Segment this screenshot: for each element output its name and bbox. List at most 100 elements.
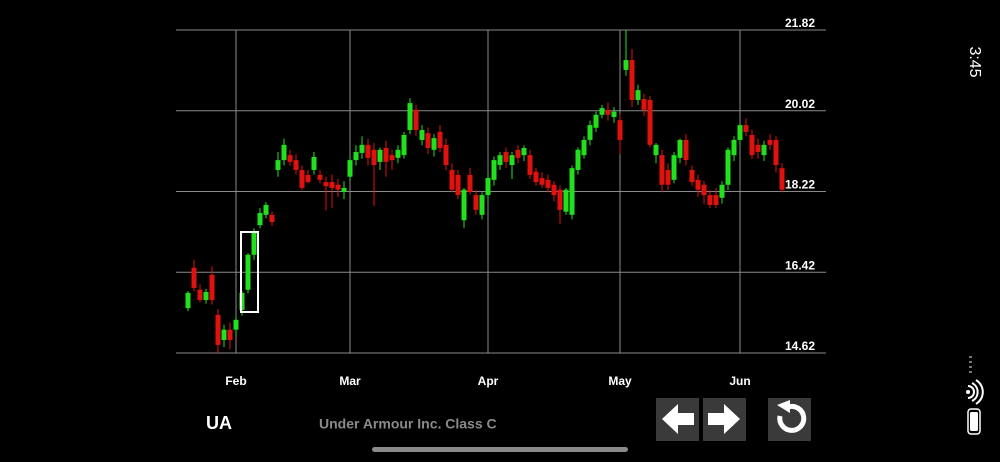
candle-body xyxy=(719,184,725,198)
candle-body xyxy=(695,179,701,190)
candle-body xyxy=(701,184,707,196)
status-icons xyxy=(966,356,984,435)
candle-body xyxy=(203,291,209,301)
candle-body xyxy=(473,195,479,210)
forward-button[interactable] xyxy=(703,398,746,441)
back-button[interactable] xyxy=(656,398,699,441)
candle-body xyxy=(545,179,551,188)
candle-body xyxy=(425,133,431,148)
candle-body xyxy=(533,171,539,183)
candle-body xyxy=(197,289,203,301)
candle-body xyxy=(275,160,281,170)
candle-body xyxy=(731,139,737,156)
candle-body xyxy=(185,292,191,309)
x-tick-label: Apr xyxy=(478,374,499,388)
candle-body xyxy=(569,168,575,215)
candle-body xyxy=(671,155,677,180)
candle-body xyxy=(497,155,503,166)
candle-body xyxy=(245,254,251,290)
candle-body xyxy=(599,108,605,115)
candle-body xyxy=(761,144,767,156)
candle-body xyxy=(335,184,341,190)
candle-body xyxy=(539,178,545,185)
candle-body xyxy=(257,213,263,226)
candle-body xyxy=(383,147,389,162)
selection-box[interactable] xyxy=(240,231,259,313)
candle-body xyxy=(341,187,347,192)
candle-body xyxy=(551,184,557,196)
candle-body xyxy=(713,195,719,205)
candle-body xyxy=(587,125,593,140)
candle-body xyxy=(689,169,695,183)
candle-body xyxy=(503,152,509,162)
candle-body xyxy=(221,329,227,340)
candle-body xyxy=(263,204,269,215)
candle-body xyxy=(407,103,413,131)
candle-body xyxy=(461,189,467,221)
candle-body xyxy=(749,134,755,156)
candle-body xyxy=(455,174,461,196)
candle-body xyxy=(665,169,671,185)
candle-body xyxy=(269,214,275,223)
candle-body xyxy=(767,139,773,145)
candle-body xyxy=(371,149,377,166)
x-tick-label: Mar xyxy=(339,374,361,388)
candle-body xyxy=(449,169,455,190)
reset-button[interactable] xyxy=(768,398,811,441)
candle-body xyxy=(467,174,473,192)
candle-body xyxy=(251,231,257,255)
candle-body xyxy=(191,267,197,288)
y-tick-label: 16.42 xyxy=(785,258,815,272)
plot: 14.62 16.42 18.22 20.02 21.82 Feb Mar Apr May Jun xyxy=(176,16,826,388)
ticker: UA xyxy=(206,413,232,433)
candle-body xyxy=(317,174,323,180)
candle-body xyxy=(581,139,587,156)
candle-body xyxy=(575,149,581,170)
candle-body xyxy=(215,314,221,345)
y-tick-label: 21.82 xyxy=(785,16,815,30)
candle-body xyxy=(521,147,527,156)
candle-body xyxy=(527,155,533,175)
candle-body xyxy=(707,195,713,205)
candle-body xyxy=(641,99,647,110)
candle-body xyxy=(563,189,569,212)
candle-body xyxy=(617,120,623,140)
candle-body xyxy=(431,138,437,150)
candle-body xyxy=(755,144,761,153)
candle-body xyxy=(779,168,785,190)
candle-body xyxy=(299,169,305,188)
candle-body xyxy=(437,131,443,148)
candle-body xyxy=(209,274,215,301)
y-tick-label: 14.62 xyxy=(785,339,815,353)
x-tick-label: Feb xyxy=(225,374,246,388)
candle-body xyxy=(443,144,449,166)
x-tick-label: Jun xyxy=(729,374,750,388)
candle-body xyxy=(593,114,599,128)
candle-body xyxy=(683,139,689,161)
candle-body xyxy=(329,182,335,188)
candle-body xyxy=(287,155,293,162)
candle-body xyxy=(773,139,779,166)
candle-body xyxy=(557,189,563,210)
candle-body xyxy=(227,329,233,340)
candle-body xyxy=(413,109,419,131)
candle-body xyxy=(233,319,239,330)
y-tick-label: 20.02 xyxy=(785,97,815,111)
candle-body xyxy=(347,160,353,177)
candle-body xyxy=(365,144,371,158)
candle-body xyxy=(401,134,407,156)
candle-body xyxy=(311,156,317,170)
candle-body xyxy=(491,160,497,180)
candle-body xyxy=(605,109,611,115)
candle-body xyxy=(419,130,425,140)
candle-body xyxy=(353,152,359,161)
candle-body xyxy=(677,139,683,158)
candle-body xyxy=(647,99,653,145)
home-indicator[interactable] xyxy=(372,447,628,452)
candle-body xyxy=(635,90,641,100)
candle-body xyxy=(659,155,665,185)
candle-body xyxy=(389,155,395,161)
candle-body xyxy=(725,149,731,185)
candle-body xyxy=(653,144,659,156)
